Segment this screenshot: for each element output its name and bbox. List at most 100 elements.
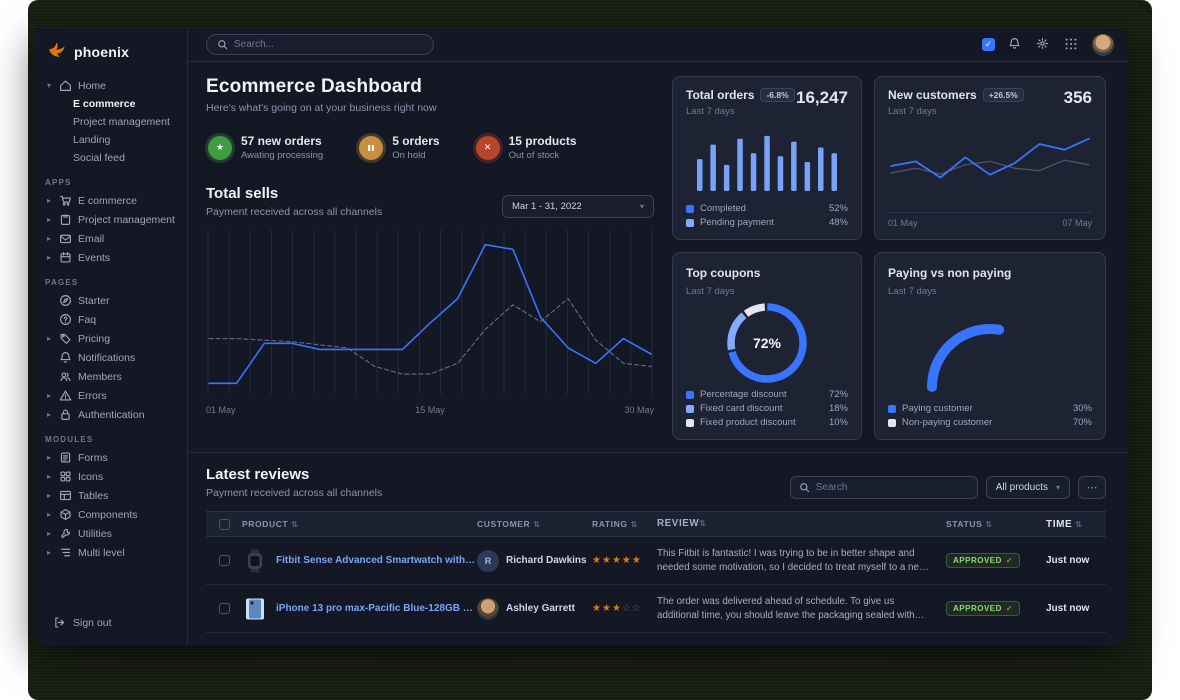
caret-right-icon: ▸ [46, 491, 51, 500]
column-header-status[interactable]: STATUS ⇅ [946, 519, 993, 529]
brand-logo[interactable]: phoenix [33, 28, 187, 72]
star-filled-icon: ★ [621, 555, 632, 566]
select-all-checkbox[interactable] [218, 518, 230, 530]
legend-item-paying-customer: Paying customer 30% [888, 403, 1092, 414]
donut-center-value: 72% [752, 335, 782, 351]
settings-gear-icon[interactable] [1036, 37, 1051, 52]
sidebar-section-label: PAGES [45, 278, 79, 287]
product-link[interactable]: Fitbit Sense Advanced Smartwatch with To… [276, 555, 477, 566]
legend-item-percentage-discount: Percentage discount 72% [686, 389, 848, 400]
sidebar-item-faq[interactable]: Faq [43, 310, 179, 329]
row-checkbox[interactable] [218, 555, 230, 566]
sidebar-item-forms[interactable]: ▸ Forms [43, 448, 179, 467]
sidebar-item-components[interactable]: ▸ Components [43, 505, 179, 524]
sidebar-item-landing[interactable]: Landing [73, 134, 111, 146]
customer-avatar: R [477, 549, 499, 572]
search-input[interactable] [234, 39, 423, 50]
legend-label: Fixed product discount [700, 417, 796, 428]
stats-row: ★ 57 new orders Awating processing 5 orders… [208, 134, 654, 161]
legend-label: Non-paying customer [902, 417, 993, 428]
sidebar-item-events[interactable]: ▸ Events [43, 248, 179, 267]
new-customers-line-chart [888, 130, 1092, 200]
trend-badge: +26.5% [982, 88, 1024, 102]
sidebar-item-e-commerce[interactable]: E commerce [73, 98, 136, 110]
caret-right-icon: ▸ [46, 391, 51, 400]
column-header-time[interactable]: TIME ⇅ [1046, 518, 1083, 530]
star-filled-icon: ★ [601, 603, 612, 614]
x-tick: 15 May [415, 405, 445, 415]
star-status-icon: ★ [208, 135, 232, 160]
legend-item-fixed-card-discount: Fixed card discount 18% [686, 403, 848, 414]
date-range-select[interactable]: Mar 1 - 31, 2022 ▾ [502, 195, 654, 218]
legend-item-non-paying-customer: Non-paying customer 70% [888, 417, 1092, 428]
rating-stars: ★ ★ ★ ☆ ☆ [592, 603, 657, 614]
reviews-search-input[interactable] [815, 482, 969, 493]
column-header-rating[interactable]: RATING ⇅ [592, 519, 638, 529]
legend-label: Paying customer [902, 403, 973, 414]
search-icon [217, 39, 228, 50]
sidebar-item-authentication[interactable]: ▸ Authentication [43, 405, 179, 424]
sidebar-item-multi-level[interactable]: ▸ Multi level [43, 543, 179, 562]
product-filter-select[interactable]: All products ▾ [985, 476, 1070, 499]
topbar-search[interactable] [206, 34, 434, 55]
dashboard-header-section: Ecommerce Dashboard Here's what's going … [206, 76, 654, 440]
star-filled-icon: ★ [592, 555, 602, 566]
product-link[interactable]: iPhone 13 pro max-Pacific Blue-128GB sto… [276, 603, 477, 614]
dashboard-top-row: Ecommerce Dashboard Here's what's going … [188, 62, 1128, 440]
status-badge: APPROVED ✓ [946, 601, 1021, 616]
caret-right-icon: ▸ [46, 529, 51, 538]
column-header-review[interactable]: REVIEW⇅ [657, 518, 707, 530]
legend-value: 10% [828, 417, 848, 428]
x-tick: 01 May [206, 405, 236, 415]
sidebar-item-tables[interactable]: ▸ Tables [43, 486, 179, 505]
page-subtitle: Here's what's going on at your business … [206, 102, 437, 114]
apps-grid-icon[interactable] [1064, 37, 1079, 52]
caret-right-icon: ▸ [46, 215, 51, 224]
paying-gauge-chart [888, 307, 1092, 393]
sidebar-item-label: Project management [78, 213, 175, 226]
column-header-customer[interactable]: CUSTOMER ⇅ [477, 519, 541, 529]
sidebar-item-social-feed[interactable]: Social feed [73, 152, 125, 164]
sidebar-item-pricing[interactable]: ▸ Pricing [43, 329, 179, 348]
legend-item-completed: Completed 52% [686, 203, 848, 214]
stat-value: 57 new orders [241, 134, 322, 148]
notifications-bell-icon[interactable] [1008, 37, 1023, 52]
star-filled-icon: ★ [631, 555, 642, 566]
calendar-icon [59, 251, 72, 264]
x-tick: 30 May [624, 405, 654, 415]
stat-value: 15 products [508, 134, 577, 148]
caret-right-icon: ▸ [46, 410, 51, 419]
sort-icon: ⇅ [985, 519, 993, 529]
utilities-icon [59, 527, 72, 540]
sidebar-item-sign-out[interactable]: Sign out [33, 606, 187, 645]
sidebar-item-starter[interactable]: Starter [43, 291, 179, 310]
sidebar-item-project-management[interactable]: Project management [73, 116, 170, 128]
sidebar-item-notifications[interactable]: Notifications [43, 348, 179, 367]
theme-toggle-checkbox[interactable]: ✓ [982, 38, 995, 51]
sidebar-item-e-commerce[interactable]: ▸ E commerce [43, 191, 179, 210]
topbar-icons: ✓ [982, 33, 1114, 56]
row-checkbox[interactable] [218, 603, 230, 614]
sort-icon: ⇅ [291, 519, 299, 529]
tag-icon [59, 332, 72, 345]
legend-value: 30% [1072, 403, 1092, 414]
column-header-product[interactable]: PRODUCT ⇅ [242, 519, 299, 529]
sidebar-item-utilities[interactable]: ▸ Utilities [43, 524, 179, 543]
reviews-table-header: PRODUCT ⇅ CUSTOMER ⇅ RATING ⇅ REVIEW⇅ STATUS ⇅ TI… [206, 511, 1106, 537]
new-customers-value: 356 [1063, 88, 1092, 107]
check-icon: ✓ [1005, 604, 1014, 613]
star-filled-icon: ★ [592, 603, 602, 614]
dashboard-content: Ecommerce Dashboard Here's what's going … [188, 62, 1128, 645]
reviews-search[interactable] [789, 476, 978, 499]
user-avatar[interactable] [1092, 33, 1114, 56]
sidebar-item-members[interactable]: Members [43, 367, 179, 386]
sidebar-item-email[interactable]: ▸ Email [43, 229, 179, 248]
sidebar-item-project-management[interactable]: ▸ Project management [43, 210, 179, 229]
sidebar-item-home[interactable]: ▾ Home [43, 76, 179, 95]
new-customers-card: New customers +26.5% Last 7 days 356 [874, 76, 1106, 240]
reviews-more-button[interactable]: ⋯ [1078, 476, 1106, 499]
sidebar-item-icons[interactable]: ▸ Icons [43, 467, 179, 486]
sidebar-item-errors[interactable]: ▸ Errors [43, 386, 179, 405]
top-coupons-donut-chart: 72% [725, 301, 809, 385]
sidebar-item-label: Forms [78, 451, 108, 464]
